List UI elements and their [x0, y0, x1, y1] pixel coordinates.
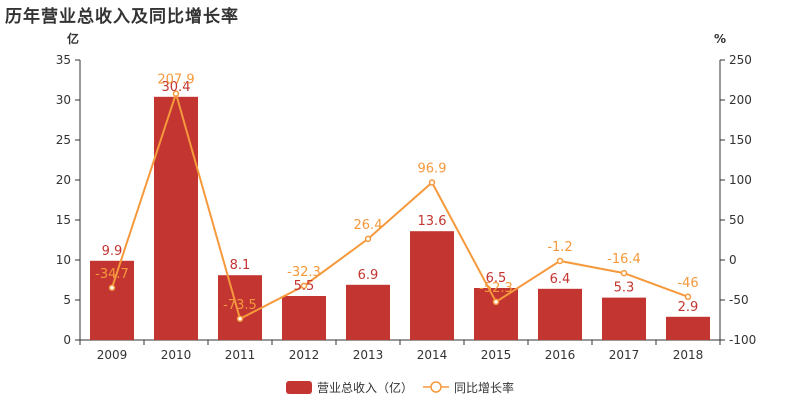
bar-data-label: 8.1	[230, 258, 251, 273]
line-data-label: -1.2	[547, 240, 572, 255]
legend-bar-swatch	[286, 381, 312, 394]
legend[interactable]: 营业总收入（亿） 同比增长率	[286, 380, 514, 395]
line-data-label: -73.5	[223, 298, 257, 313]
x-tick-label: 2017	[609, 348, 640, 362]
y-left-tick-label: 5	[63, 293, 71, 307]
y-right-tick-label: 250	[729, 53, 752, 67]
bar-data-label: 9.9	[102, 244, 123, 259]
line-data-label: -52.3	[479, 281, 513, 296]
bar-data-label: 5.3	[614, 281, 635, 296]
bar	[666, 316, 710, 340]
line-point	[620, 269, 628, 277]
line-data-label: -46	[677, 276, 698, 291]
line-point	[236, 315, 244, 323]
y-right-tick-label: -50	[729, 293, 749, 307]
data-labels: 9.9 30.4 8.1 5.5 6.9 13.6 6.5 6.4 5.3 2.9 -34.7 207…	[95, 73, 698, 315]
x-tick-label: 2010	[161, 348, 192, 362]
y-right-tick-label: 50	[729, 213, 744, 227]
line-data-label: 26.4	[354, 218, 383, 233]
y-left-tick-label: 30	[56, 93, 71, 107]
x-tick-label: 2018	[673, 348, 704, 362]
y-right-tick-label: 100	[729, 173, 752, 187]
y-left-tick-label: 20	[56, 173, 71, 187]
bar-data-label: 6.9	[358, 268, 379, 283]
legend-line-marker	[430, 381, 442, 393]
bar	[154, 96, 198, 340]
bar	[90, 260, 134, 340]
legend-bar-label: 营业总收入（亿）	[317, 380, 413, 395]
x-tick-label: 2016	[545, 348, 576, 362]
y-right-tick-label: 150	[729, 133, 752, 147]
y-left-unit: 亿	[67, 31, 79, 46]
y-left-tick-label: 0	[63, 333, 71, 347]
y-left-tick-label: 25	[56, 133, 71, 147]
chart-title: 历年营业总收入及同比增长率	[5, 7, 239, 27]
bar-data-label: 30.4	[162, 80, 191, 95]
line-data-label: 96.9	[418, 161, 447, 176]
bar-data-label: 2.9	[678, 300, 699, 315]
y-left-tick-label: 35	[56, 53, 71, 67]
legend-line-label: 同比增长率	[454, 380, 514, 395]
line-point	[684, 293, 692, 301]
line-series	[108, 90, 692, 323]
y-right-tick-label: 0	[729, 253, 737, 267]
bar	[602, 297, 646, 340]
x-tick-label: 2011	[225, 348, 256, 362]
line-data-label: -34.7	[95, 267, 129, 282]
line-data-label: -16.4	[607, 252, 641, 267]
x-tick-label: 2013	[353, 348, 384, 362]
line-point	[172, 90, 180, 97]
bar-data-label: 6.5	[486, 271, 507, 286]
bar	[474, 288, 518, 340]
x-tick-label: 2012	[289, 348, 320, 362]
y-right-tick-label: 200	[729, 93, 752, 107]
x-tick-label: 2015	[481, 348, 512, 362]
bar	[538, 288, 582, 340]
line-data-label: 207.9	[157, 73, 194, 88]
bar-data-label: 5.5	[294, 279, 315, 294]
y-left-tick-label: 10	[56, 253, 71, 267]
line-point	[108, 284, 116, 292]
y-left-tick-label: 15	[56, 213, 71, 227]
y-right-tick-label: -100	[729, 333, 756, 347]
line-point	[364, 235, 372, 243]
x-tick-label: 2009	[97, 348, 128, 362]
line-point	[428, 179, 436, 186]
line-point	[300, 282, 308, 290]
line-point	[556, 257, 564, 265]
line-point	[492, 298, 500, 306]
bar-data-label: 13.6	[418, 214, 447, 229]
growth-line	[111, 90, 689, 321]
line-data-label: -32.3	[287, 265, 321, 280]
bar-data-label: 6.4	[550, 272, 571, 287]
bar	[218, 275, 262, 340]
x-tick-label: 2014	[417, 348, 448, 362]
y-right-unit: %	[714, 32, 726, 46]
bar	[282, 296, 326, 340]
bar	[346, 284, 390, 340]
bar-series	[90, 96, 710, 340]
bar	[410, 231, 454, 340]
